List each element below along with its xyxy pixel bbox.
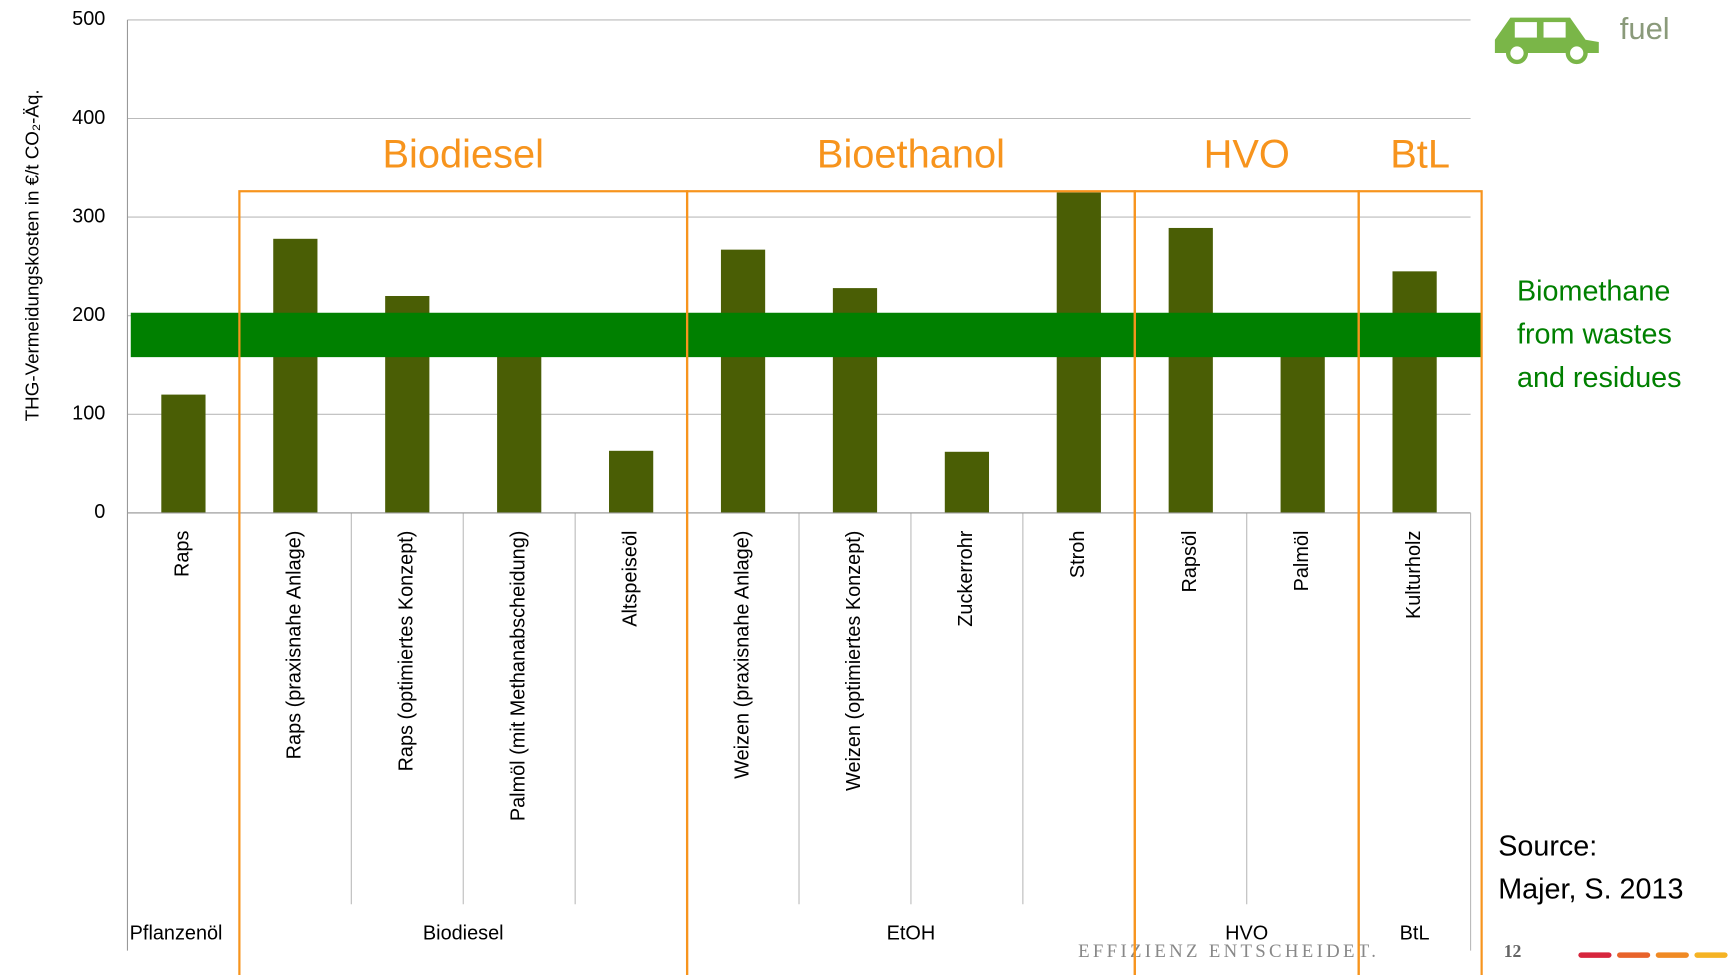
group-label: HVO: [1225, 922, 1268, 944]
car-icon: [1494, 17, 1599, 65]
badge: fuel: [1620, 11, 1670, 46]
bar: [944, 451, 990, 513]
x-tick-label: Palmöl: [1291, 531, 1313, 592]
annotation-label: Biodiesel: [383, 132, 544, 176]
source: Source:: [1498, 830, 1597, 862]
band-label: Biomethane: [1517, 276, 1670, 308]
bar: [1280, 345, 1325, 513]
annotation-box: [1357, 190, 1483, 975]
group-label: BtL: [1400, 922, 1430, 944]
annotation-label: BtL: [1390, 132, 1450, 176]
bar: [1392, 271, 1437, 513]
y-tick-label: 300: [72, 205, 105, 227]
y-tick-label: 100: [72, 403, 105, 425]
footer: EFFIZIENZ ENTSCHEIDET.: [1078, 941, 1379, 962]
x-tick-label: Palmöl (mit Methanabscheidung): [507, 531, 529, 822]
group-label: EtOH: [887, 922, 936, 944]
y-tick-label: 500: [72, 8, 105, 30]
bar: [1168, 227, 1213, 513]
bar: [273, 238, 318, 513]
y-tick-label: 200: [72, 304, 105, 326]
x-tick-label: Raps (optimiertes Konzept): [396, 531, 418, 772]
x-tick-label: Altspeiseöl: [619, 531, 641, 627]
x-tick-label: Raps: [172, 531, 194, 577]
x-tick-label: Weizen (praxisnahe Anlage): [731, 531, 753, 779]
x-tick-label: Zuckerrohr: [955, 530, 977, 626]
y-tick-label: 400: [72, 107, 105, 129]
x-tick-label: Kulturholz: [1403, 531, 1425, 619]
y-axis-label: THG-Vermeidungskosten in €/t CO₂-Äq.: [21, 89, 42, 421]
x-tick-label: Rapsöl: [1179, 531, 1201, 593]
group-label: Pflanzenöl: [130, 922, 223, 944]
source: Majer, S. 2013: [1498, 874, 1683, 906]
page-number: 12: [1504, 941, 1522, 961]
band-label: and residues: [1517, 362, 1682, 394]
band-label: from wastes: [1517, 319, 1672, 351]
x-tick-label: Weizen (optimiertes Konzept): [843, 531, 865, 791]
bar: [609, 450, 654, 513]
group-label: Biodiesel: [423, 922, 504, 944]
bar: [497, 345, 542, 513]
y-tick-label: 0: [94, 501, 105, 523]
annotation-label: HVO: [1204, 132, 1290, 176]
biomethane-band: [130, 312, 1482, 358]
x-tick-label: Stroh: [1067, 531, 1089, 579]
bar: [720, 249, 766, 513]
bar: [161, 394, 206, 513]
x-tick-label: Raps (praxisnahe Anlage): [284, 531, 306, 760]
annotation-label: Bioethanol: [817, 132, 1005, 176]
